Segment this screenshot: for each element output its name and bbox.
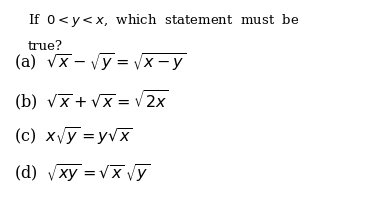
Text: (b)  $\sqrt{x} + \sqrt{x} = \sqrt{2x}$: (b) $\sqrt{x} + \sqrt{x} = \sqrt{2x}$ xyxy=(14,89,169,113)
Text: (a)  $\sqrt{x} - \sqrt{y} = \sqrt{x-y}$: (a) $\sqrt{x} - \sqrt{y} = \sqrt{x-y}$ xyxy=(14,52,186,74)
Text: (c)  $x\sqrt{y} = y\sqrt{x}$: (c) $x\sqrt{y} = y\sqrt{x}$ xyxy=(14,126,133,148)
Text: If  $0 < y < x$,  which  statement  must  be: If $0 < y < x$, which statement must be xyxy=(28,12,299,29)
Text: (d)  $\sqrt{xy} = \sqrt{x}\,\sqrt{y}$: (d) $\sqrt{xy} = \sqrt{x}\,\sqrt{y}$ xyxy=(14,163,150,185)
Text: true?: true? xyxy=(28,40,63,53)
